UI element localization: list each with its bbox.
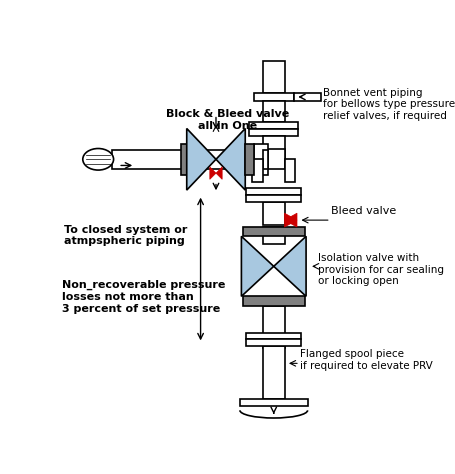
Bar bbox=[254, 144, 268, 175]
Bar bbox=[246, 188, 301, 195]
Polygon shape bbox=[273, 237, 305, 296]
Bar bbox=[263, 346, 284, 399]
Text: Bonnet vent piping
for bellows type pressure
relief valves, if required: Bonnet vent piping for bellows type pres… bbox=[322, 88, 454, 121]
Bar bbox=[263, 61, 284, 93]
Bar bbox=[246, 333, 301, 339]
Bar bbox=[293, 93, 320, 101]
Polygon shape bbox=[209, 167, 216, 179]
Text: Bleed valve: Bleed valve bbox=[330, 206, 395, 216]
Bar bbox=[263, 201, 284, 225]
Polygon shape bbox=[216, 167, 222, 179]
Text: Isolation valve with
provision for car sealing
or locking open: Isolation valve with provision for car s… bbox=[317, 253, 443, 286]
Text: Block & Bleed valve
all in One: Block & Bleed valve all in One bbox=[166, 109, 288, 131]
Bar bbox=[248, 122, 298, 129]
Bar bbox=[181, 144, 190, 175]
Text: Non_recoverable pressure
losses not more than
3 percent of set pressure: Non_recoverable pressure losses not more… bbox=[62, 280, 225, 314]
Bar bbox=[246, 195, 301, 201]
Polygon shape bbox=[284, 213, 296, 227]
Text: To closed system or
atmpspheric piping: To closed system or atmpspheric piping bbox=[64, 225, 187, 246]
Text: Flanged spool piece
if required to elevate PRV: Flanged spool piece if required to eleva… bbox=[299, 349, 432, 371]
Bar bbox=[263, 149, 284, 169]
Bar bbox=[263, 227, 284, 244]
Bar bbox=[243, 227, 304, 237]
Bar bbox=[239, 399, 307, 407]
Polygon shape bbox=[284, 213, 296, 227]
Bar bbox=[263, 306, 284, 348]
Ellipse shape bbox=[83, 148, 113, 170]
Polygon shape bbox=[186, 128, 216, 190]
Bar bbox=[246, 339, 301, 346]
Bar bbox=[248, 129, 298, 136]
Bar bbox=[284, 159, 295, 182]
Polygon shape bbox=[216, 128, 245, 190]
Bar bbox=[112, 150, 255, 169]
Bar bbox=[252, 159, 263, 182]
Bar bbox=[263, 101, 284, 122]
Bar bbox=[263, 136, 284, 159]
Bar bbox=[253, 93, 293, 101]
Bar bbox=[243, 296, 304, 306]
Bar bbox=[245, 144, 254, 175]
Polygon shape bbox=[241, 237, 273, 296]
Bar bbox=[263, 150, 268, 169]
